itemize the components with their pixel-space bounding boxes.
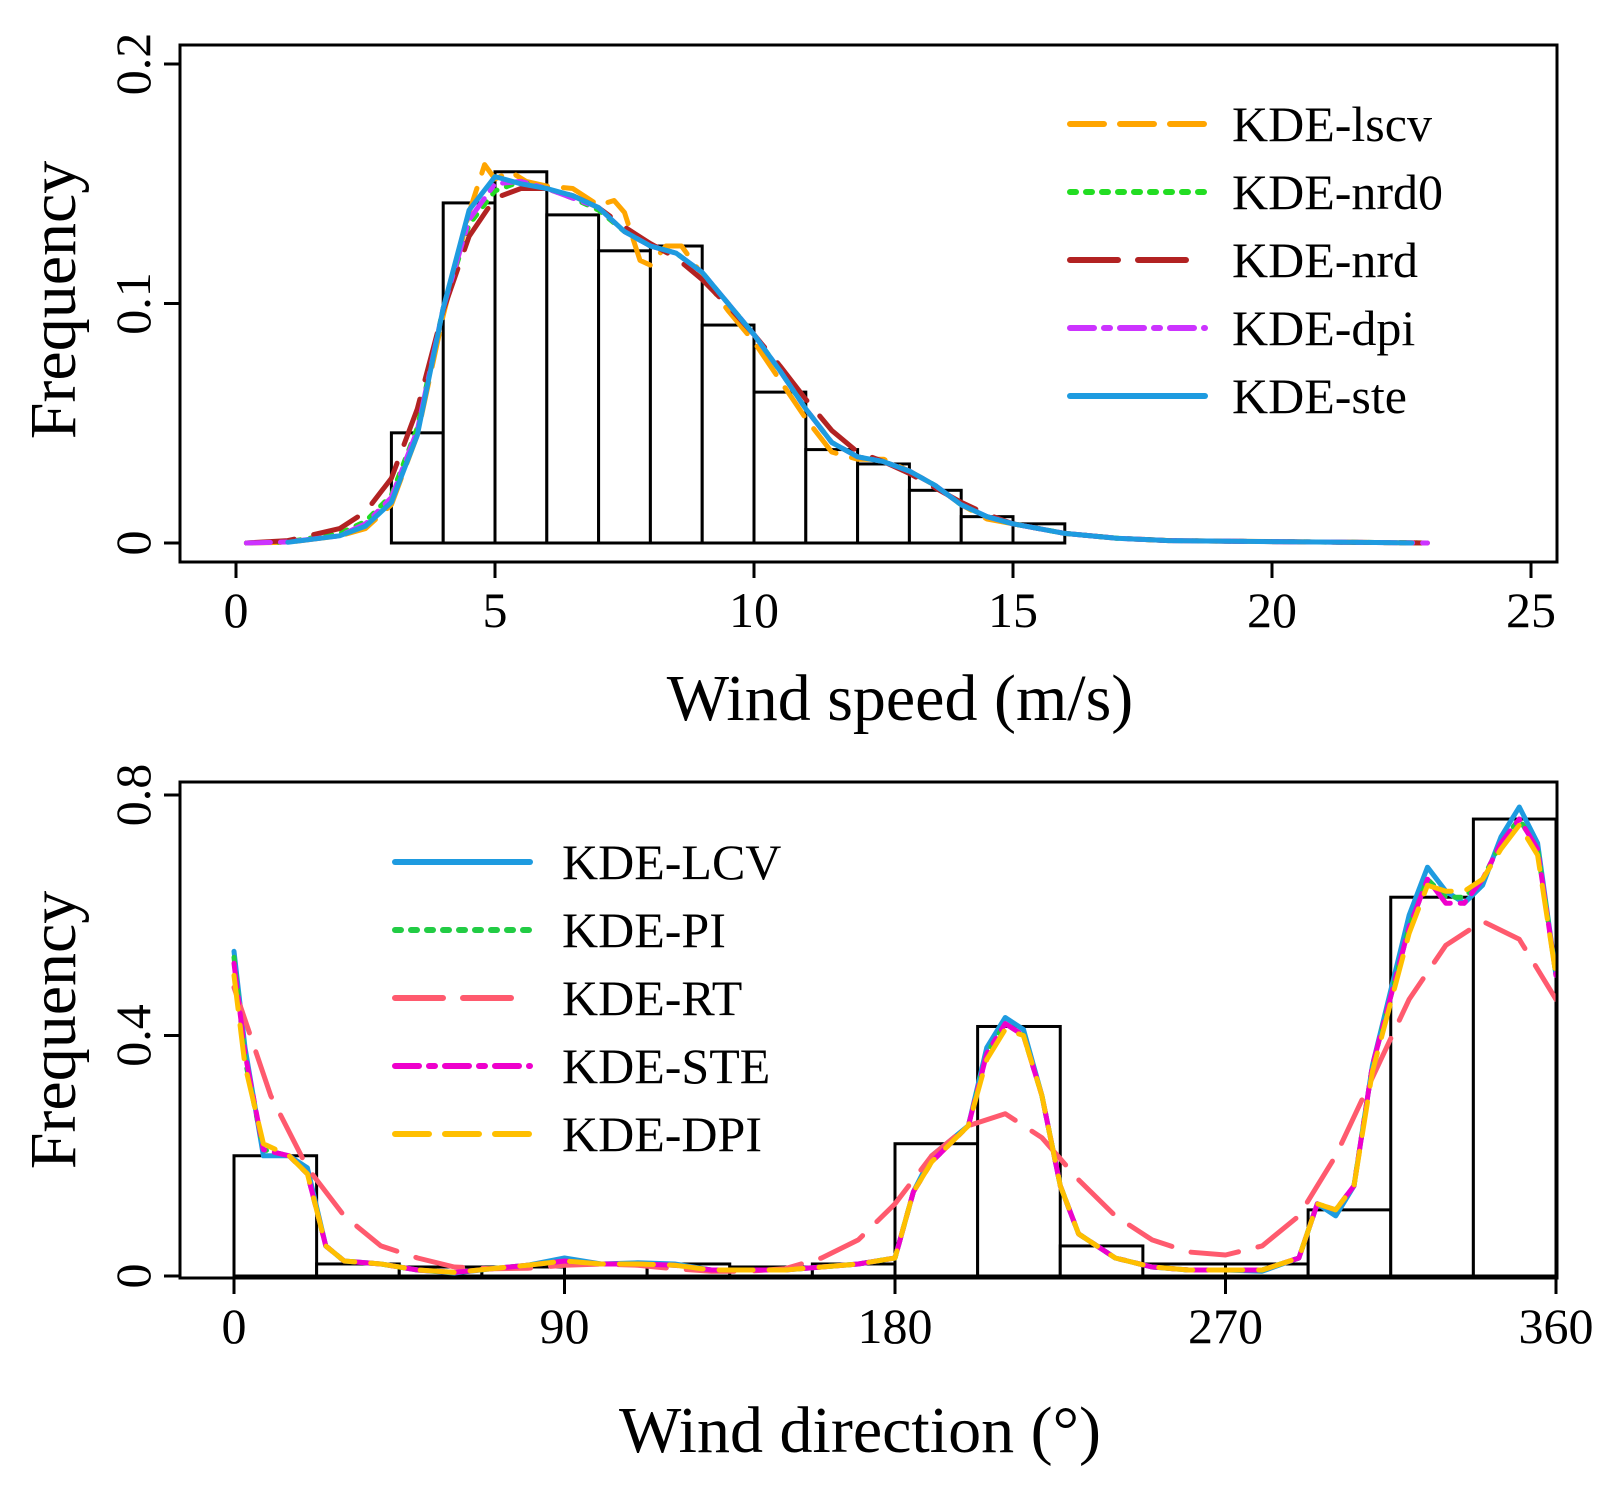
- x-tick-label: 180: [858, 1298, 933, 1354]
- histogram-bar: [441, 201, 497, 545]
- x-tick-label: 10: [729, 582, 779, 638]
- y-tick-label: 0.8: [105, 764, 161, 827]
- density-curve-KDE-ste: [285, 174, 1415, 546]
- legend-label-KDE-lscv: KDE-lscv: [1232, 96, 1432, 152]
- plot-frame: [178, 780, 1559, 1280]
- x-tick-label: 270: [1188, 1298, 1263, 1354]
- legend-label-KDE-nrd: KDE-nrd: [1232, 232, 1418, 288]
- x-tick-label: 25: [1506, 582, 1556, 638]
- x-axis-title: Wind direction (°): [619, 1394, 1101, 1467]
- x-tick-label: 90: [540, 1298, 590, 1354]
- histogram-bar: [752, 390, 808, 545]
- density-curve-KDE-RT: [231, 918, 1559, 1274]
- histogram-bar: [1306, 1208, 1393, 1278]
- histogram-bar: [597, 249, 652, 545]
- legend: KDE-LCV KDE-PI KDE-RT KDE-STE KDE-DPI: [392, 834, 781, 1162]
- density-curve-KDE-DPI: [231, 822, 1559, 1275]
- histogram-bar: [648, 244, 704, 545]
- x-tick-label: 0: [224, 582, 249, 638]
- y-tick-label: 0.1: [105, 272, 161, 335]
- x-tick-label: 5: [483, 582, 508, 638]
- legend-label-KDE-nrd0: KDE-nrd0: [1232, 164, 1443, 220]
- legend-label-KDE-dpi: KDE-dpi: [1232, 300, 1415, 356]
- wind-direction-panel: 0 90 180 270 360 0 0.4 0.8 Wind direction (°) Fre…: [17, 764, 1594, 1467]
- histogram-bar: [804, 448, 860, 545]
- legend: KDE-lscv KDE-nrd0 KDE-nrd KDE-dpi KDE-ste: [1067, 96, 1443, 424]
- legend-label-KDE-STE: KDE-STE: [562, 1038, 770, 1094]
- legend-label-KDE-LCV: KDE-LCV: [562, 834, 781, 890]
- x-tick-label: 360: [1519, 1298, 1594, 1354]
- histogram-bar: [700, 323, 756, 545]
- y-tick-label: 0.4: [105, 1004, 161, 1067]
- legend-label-KDE-PI: KDE-PI: [562, 902, 726, 958]
- wind-speed-panel: 0 5 10 15 20 25 0 0.1 0.2 Wind speed (m/s) Frequen…: [17, 33, 1559, 735]
- x-tick-label: 0: [222, 1298, 247, 1354]
- x-axis-title: Wind speed (m/s): [667, 662, 1134, 735]
- histogram-bar: [1389, 895, 1475, 1278]
- x-tick-label: 15: [988, 582, 1038, 638]
- y-axis-title: Frequency: [17, 891, 90, 1170]
- histogram-bar: [493, 170, 549, 545]
- legend-label-KDE-DPI: KDE-DPI: [562, 1106, 762, 1162]
- histogram-bar: [545, 213, 601, 545]
- y-tick-label: 0: [105, 1264, 161, 1289]
- y-axis-title: Frequency: [17, 161, 90, 440]
- legend-label-KDE-RT: KDE-RT: [562, 970, 742, 1026]
- y-tick-label: 0.2: [105, 33, 161, 96]
- histogram-bar: [976, 1024, 1062, 1278]
- y-tick-label: 0: [105, 531, 161, 556]
- legend-label-KDE-ste: KDE-ste: [1232, 368, 1407, 424]
- histogram-bar: [856, 462, 911, 545]
- x-tick-label: 20: [1247, 582, 1297, 638]
